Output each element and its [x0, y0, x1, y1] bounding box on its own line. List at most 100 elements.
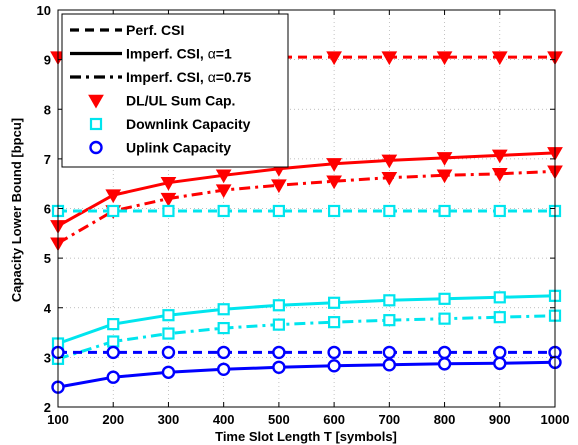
series-6 — [51, 345, 562, 360]
data-point — [162, 309, 175, 322]
legend-entry: Imperf. CSI, α=0.75 — [70, 69, 251, 85]
data-point — [160, 192, 177, 207]
data-point — [105, 189, 122, 204]
data-point — [272, 299, 285, 312]
data-point — [217, 303, 230, 316]
legend-label: Uplink Capacity — [126, 140, 231, 156]
series-7 — [51, 355, 562, 394]
legend-label-main: Imperf. CSI, — [126, 46, 208, 62]
y-tick-label: 3 — [44, 350, 51, 365]
legend-label-alpha: α — [208, 46, 216, 62]
data-point — [438, 292, 451, 305]
x-tick-label: 700 — [378, 412, 400, 427]
y-tick-label: 6 — [44, 202, 51, 217]
y-tick-label: 2 — [44, 400, 51, 415]
data-point — [326, 158, 342, 172]
data-point — [437, 345, 452, 360]
data-point — [271, 179, 287, 194]
legend-label: Perf. CSI — [126, 22, 184, 38]
data-point — [381, 171, 398, 186]
data-point — [161, 345, 176, 360]
y-axis-label: Capacity Lower Bound [bpcu] — [9, 118, 24, 302]
legend-label: Imperf. CSI, α=0.75 — [126, 69, 251, 85]
data-point — [107, 318, 120, 331]
legend-entry: Imperf. CSI, α=1 — [70, 46, 232, 62]
data-point — [491, 51, 508, 66]
data-point — [216, 362, 231, 376]
data-point — [382, 345, 397, 360]
data-point — [106, 345, 120, 360]
data-point — [383, 204, 396, 218]
x-tick-label: 300 — [158, 412, 180, 427]
data-point — [216, 345, 231, 360]
legend-box — [61, 13, 289, 168]
data-point — [107, 204, 120, 218]
legend-label-tail: =0.75 — [216, 69, 252, 85]
data-point — [106, 370, 120, 384]
data-point — [272, 204, 285, 218]
data-point — [437, 357, 452, 371]
data-point — [383, 294, 396, 307]
data-point — [383, 314, 396, 327]
legend-entry: Perf. CSI — [70, 22, 184, 38]
x-tick-label: 800 — [434, 412, 456, 427]
data-point — [438, 204, 451, 218]
x-tick-label: 600 — [323, 412, 345, 427]
data-point — [161, 365, 176, 379]
legend-entry: Uplink Capacity — [89, 140, 231, 156]
data-point — [491, 168, 508, 182]
data-point — [328, 204, 341, 218]
series-1 — [50, 147, 563, 234]
series-line — [57, 151, 556, 228]
series-4 — [51, 289, 562, 350]
x-axis-label: Time Slot Length T [symbols] — [215, 429, 397, 444]
series-line — [57, 360, 556, 389]
data-point — [436, 169, 453, 184]
legend-label-alpha: α — [208, 69, 216, 85]
data-point — [217, 204, 230, 218]
data-point — [160, 176, 177, 191]
data-point — [326, 175, 342, 190]
data-point — [215, 169, 232, 184]
data-point — [491, 149, 508, 164]
data-point — [327, 345, 341, 360]
series-line — [57, 314, 556, 361]
ticks: 100 200 300 400 500 600 700 800 900 1000 2 3 4 5 6 7 8 9 1… — [37, 3, 570, 427]
data-point — [493, 311, 506, 324]
x-tick-label: 1000 — [541, 412, 570, 427]
data-point — [436, 152, 453, 166]
data-point — [162, 327, 175, 340]
y-tick-label: 4 — [44, 301, 52, 316]
x-tick-label: 500 — [268, 412, 290, 427]
x-tick-label: 900 — [489, 412, 511, 427]
data-point — [107, 335, 120, 348]
data-point — [381, 51, 398, 66]
y-tick-label: 8 — [44, 102, 51, 117]
data-point — [272, 360, 286, 374]
data-point — [493, 204, 506, 218]
legend-marker — [88, 94, 104, 109]
data-point — [493, 291, 506, 304]
legend-entry: Downlink Capacity — [89, 116, 251, 132]
data-point — [272, 318, 285, 331]
series-line — [57, 169, 556, 245]
data-point — [328, 296, 341, 309]
data-point — [438, 312, 451, 325]
data-point — [162, 204, 175, 218]
legend-label: Downlink Capacity — [126, 116, 251, 132]
grid — [58, 10, 555, 407]
legend-label: DL/UL Sum Cap. — [126, 93, 235, 109]
data-point — [382, 358, 397, 372]
y-tick-label: 9 — [44, 53, 51, 68]
data-point — [217, 321, 230, 335]
legend-label-tail: =1 — [216, 46, 232, 62]
y-tick-label: 7 — [44, 152, 51, 167]
data-point — [215, 184, 232, 199]
data-point — [328, 316, 341, 329]
x-tick-label: 100 — [47, 412, 69, 427]
data-point — [381, 154, 398, 169]
series-line — [57, 294, 556, 345]
legend-label-main: Imperf. CSI, — [126, 69, 208, 85]
